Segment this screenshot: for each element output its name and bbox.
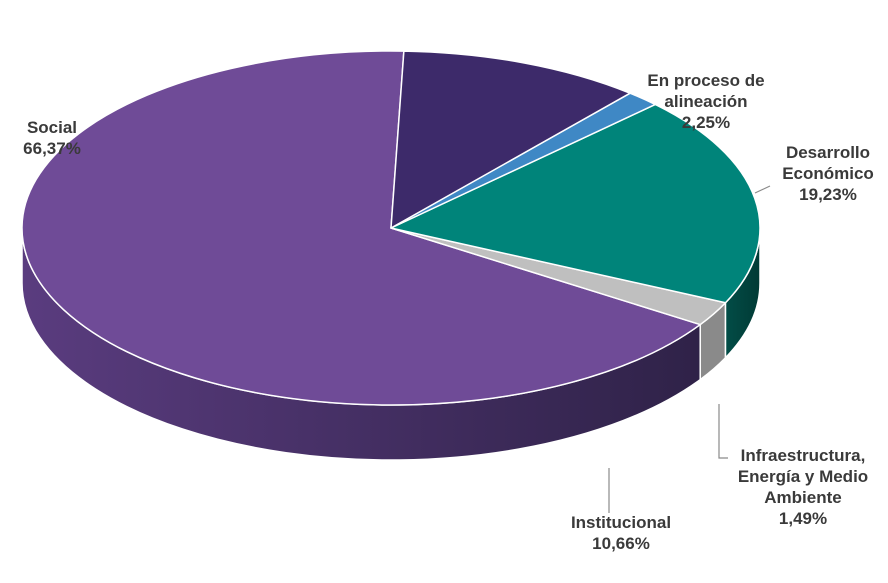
label-desarrollo-value: 19,23%	[799, 185, 857, 204]
label-infra-line2: Energía y Medio	[737, 467, 869, 486]
slice-social	[21, 50, 701, 406]
label-infra-line1: Infraestructura,	[740, 446, 866, 465]
slice-desarrollo	[390, 103, 761, 304]
pie-tops	[21, 50, 761, 406]
label-desarrollo: Desarrollo Económico 19,23%	[770, 142, 886, 205]
leader-lines	[608, 185, 771, 513]
leader-line-desarrollo	[754, 185, 771, 194]
label-infra-value: 1,49%	[778, 509, 828, 528]
label-proceso-line2: alineación	[664, 92, 748, 111]
label-desarrollo-line2: Económico	[782, 164, 874, 183]
label-infra: Infraestructura, Energía y Medio Ambient…	[720, 445, 886, 529]
slice-institucional	[390, 50, 631, 229]
label-social: Social 66,37%	[4, 117, 100, 159]
label-proceso: En proceso de alineación 2,25%	[606, 70, 806, 133]
label-social-value: 66,37%	[23, 139, 81, 158]
leader-line-infra	[718, 404, 728, 459]
label-institucional: Institucional 10,66%	[548, 512, 694, 554]
label-institucional-name: Institucional	[570, 513, 672, 532]
label-proceso-line1: En proceso de	[647, 71, 765, 90]
label-institucional-value: 10,66%	[592, 534, 650, 553]
label-proceso-value: 2,25%	[681, 113, 731, 132]
label-social-name: Social	[26, 118, 78, 137]
label-desarrollo-line1: Desarrollo	[785, 143, 871, 162]
label-infra-line3: Ambiente	[764, 488, 842, 507]
